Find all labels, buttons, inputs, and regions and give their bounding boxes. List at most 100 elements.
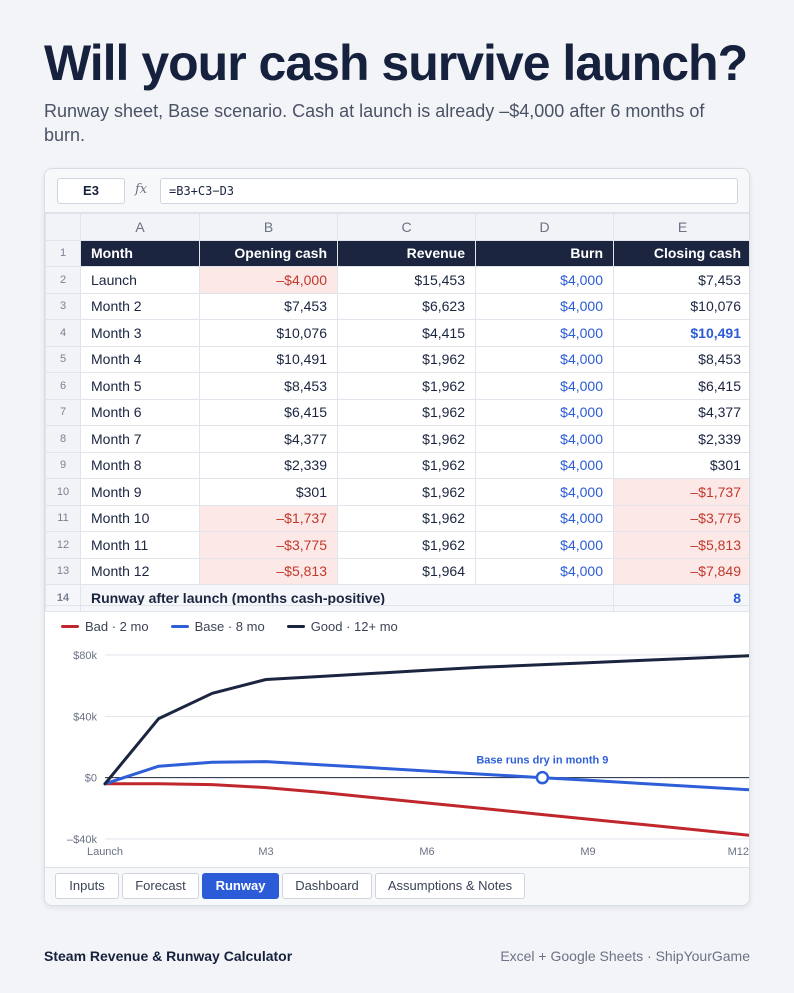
cell-opening-cash[interactable]: $301 <box>199 478 338 506</box>
column-header-c[interactable]: C <box>337 213 476 241</box>
cell-closing-cash[interactable]: $4,377 <box>613 398 749 426</box>
column-header-e[interactable]: E <box>613 213 749 241</box>
cell-closing-cash[interactable]: $10,491 <box>613 319 749 347</box>
cell-revenue[interactable]: $15,453 <box>337 266 476 294</box>
cell-revenue[interactable]: $1,962 <box>337 425 476 453</box>
cell-opening-cash[interactable]: $6,415 <box>199 398 338 426</box>
row-number[interactable]: 6 <box>45 372 81 400</box>
cell-opening-cash[interactable]: $8,453 <box>199 372 338 400</box>
cell-burn[interactable]: $4,000 <box>475 504 614 532</box>
cell-revenue[interactable]: $6,623 <box>337 292 476 320</box>
cell-month[interactable]: Month 5 <box>80 372 200 400</box>
cell-closing-cash[interactable]: $301 <box>613 451 749 479</box>
cell-closing-cash[interactable]: –$7,849 <box>613 557 749 585</box>
formula-input[interactable]: =B3+C3−D3 <box>160 178 738 204</box>
cell-closing-cash[interactable]: $2,339 <box>613 425 749 453</box>
cell-opening-cash[interactable]: –$1,737 <box>199 504 338 532</box>
cell-month[interactable]: Month 4 <box>80 345 200 373</box>
legend-label-bad: Bad · 2 mo <box>85 619 149 634</box>
cell-burn[interactable]: $4,000 <box>475 478 614 506</box>
column-header-a[interactable]: A <box>80 213 200 241</box>
table-row: 12 Month 11 –$3,775 $1,962 $4,000 –$5,813 <box>45 531 749 559</box>
cell-opening-cash[interactable]: –$5,813 <box>199 557 338 585</box>
table-row: 7 Month 6 $6,415 $1,962 $4,000 $4,377 <box>45 398 749 426</box>
row-number[interactable]: 4 <box>45 319 81 347</box>
cell-burn[interactable]: $4,000 <box>475 531 614 559</box>
column-header-b[interactable]: B <box>199 213 338 241</box>
cell-closing-cash[interactable]: $6,415 <box>613 372 749 400</box>
header-burn[interactable]: Burn <box>475 239 614 267</box>
row-number[interactable]: 13 <box>45 557 81 585</box>
series-line-bad <box>103 782 749 837</box>
cell-burn[interactable]: $4,000 <box>475 398 614 426</box>
cell-burn[interactable]: $4,000 <box>475 451 614 479</box>
header-opening-cash[interactable]: Opening cash <box>199 239 338 267</box>
row-number[interactable]: 14 <box>45 584 81 612</box>
cell-month[interactable]: Month 11 <box>80 531 200 559</box>
corner-cell[interactable] <box>45 213 81 241</box>
cell-opening-cash[interactable]: $2,339 <box>199 451 338 479</box>
cell-revenue[interactable]: $1,962 <box>337 531 476 559</box>
header-month[interactable]: Month <box>80 239 200 267</box>
cell-month[interactable]: Month 6 <box>80 398 200 426</box>
tab-dashboard[interactable]: Dashboard <box>282 873 372 899</box>
cell-opening-cash[interactable]: –$4,000 <box>199 266 338 294</box>
cell-revenue[interactable]: $1,962 <box>337 345 476 373</box>
cell-revenue[interactable]: $1,962 <box>337 451 476 479</box>
cell-revenue[interactable]: $1,962 <box>337 504 476 532</box>
row-number[interactable]: 3 <box>45 292 81 320</box>
cell-month[interactable]: Launch <box>80 266 200 294</box>
cell-revenue[interactable]: $1,964 <box>337 557 476 585</box>
cell-opening-cash[interactable]: $7,453 <box>199 292 338 320</box>
column-header-d[interactable]: D <box>475 213 614 241</box>
header-revenue[interactable]: Revenue <box>337 239 476 267</box>
cell-month[interactable]: Month 12 <box>80 557 200 585</box>
cell-revenue[interactable]: $4,415 <box>337 319 476 347</box>
cell-month[interactable]: Month 7 <box>80 425 200 453</box>
row-number[interactable]: 12 <box>45 531 81 559</box>
y-tick-label: $80k <box>73 650 97 662</box>
tab-inputs[interactable]: Inputs <box>55 873 119 899</box>
row-number[interactable]: 8 <box>45 425 81 453</box>
cell-closing-cash[interactable]: –$3,775 <box>613 504 749 532</box>
row-number[interactable]: 5 <box>45 345 81 373</box>
cell-month[interactable]: Month 9 <box>80 478 200 506</box>
x-tick-label: M9 <box>580 846 595 858</box>
cell-closing-cash[interactable]: $7,453 <box>613 266 749 294</box>
cell-closing-cash[interactable]: –$1,737 <box>613 478 749 506</box>
header-closing-cash[interactable]: Closing cash <box>613 239 749 267</box>
cell-opening-cash[interactable]: $4,377 <box>199 425 338 453</box>
cell-closing-cash[interactable]: $10,076 <box>613 292 749 320</box>
row-number[interactable]: 1 <box>45 239 81 267</box>
cell-closing-cash[interactable]: $8,453 <box>613 345 749 373</box>
tab-runway[interactable]: Runway <box>202 873 279 899</box>
cell-month[interactable]: Month 10 <box>80 504 200 532</box>
row-number[interactable]: 2 <box>45 266 81 294</box>
row-number[interactable]: 11 <box>45 504 81 532</box>
row-number[interactable]: 7 <box>45 398 81 426</box>
cell-opening-cash[interactable]: $10,491 <box>199 345 338 373</box>
cell-month[interactable]: Month 3 <box>80 319 200 347</box>
cell-burn[interactable]: $4,000 <box>475 292 614 320</box>
cell-reference-box[interactable]: E3 <box>57 178 125 204</box>
cell-revenue[interactable]: $1,962 <box>337 478 476 506</box>
cell-month[interactable]: Month 2 <box>80 292 200 320</box>
tab-forecast[interactable]: Forecast <box>122 873 199 899</box>
summary-runway-value[interactable]: 8 <box>613 584 749 612</box>
tab-assumptions-notes[interactable]: Assumptions & Notes <box>375 873 525 899</box>
runs-dry-marker <box>535 770 550 785</box>
cell-burn[interactable]: $4,000 <box>475 319 614 347</box>
row-number[interactable]: 9 <box>45 451 81 479</box>
cell-opening-cash[interactable]: –$3,775 <box>199 531 338 559</box>
cell-month[interactable]: Month 8 <box>80 451 200 479</box>
cell-revenue[interactable]: $1,962 <box>337 372 476 400</box>
cell-burn[interactable]: $4,000 <box>475 345 614 373</box>
cell-burn[interactable]: $4,000 <box>475 425 614 453</box>
row-number[interactable]: 10 <box>45 478 81 506</box>
cell-opening-cash[interactable]: $10,076 <box>199 319 338 347</box>
cell-burn[interactable]: $4,000 <box>475 557 614 585</box>
cell-burn[interactable]: $4,000 <box>475 372 614 400</box>
cell-closing-cash[interactable]: –$5,813 <box>613 531 749 559</box>
cell-revenue[interactable]: $1,962 <box>337 398 476 426</box>
cell-burn[interactable]: $4,000 <box>475 266 614 294</box>
